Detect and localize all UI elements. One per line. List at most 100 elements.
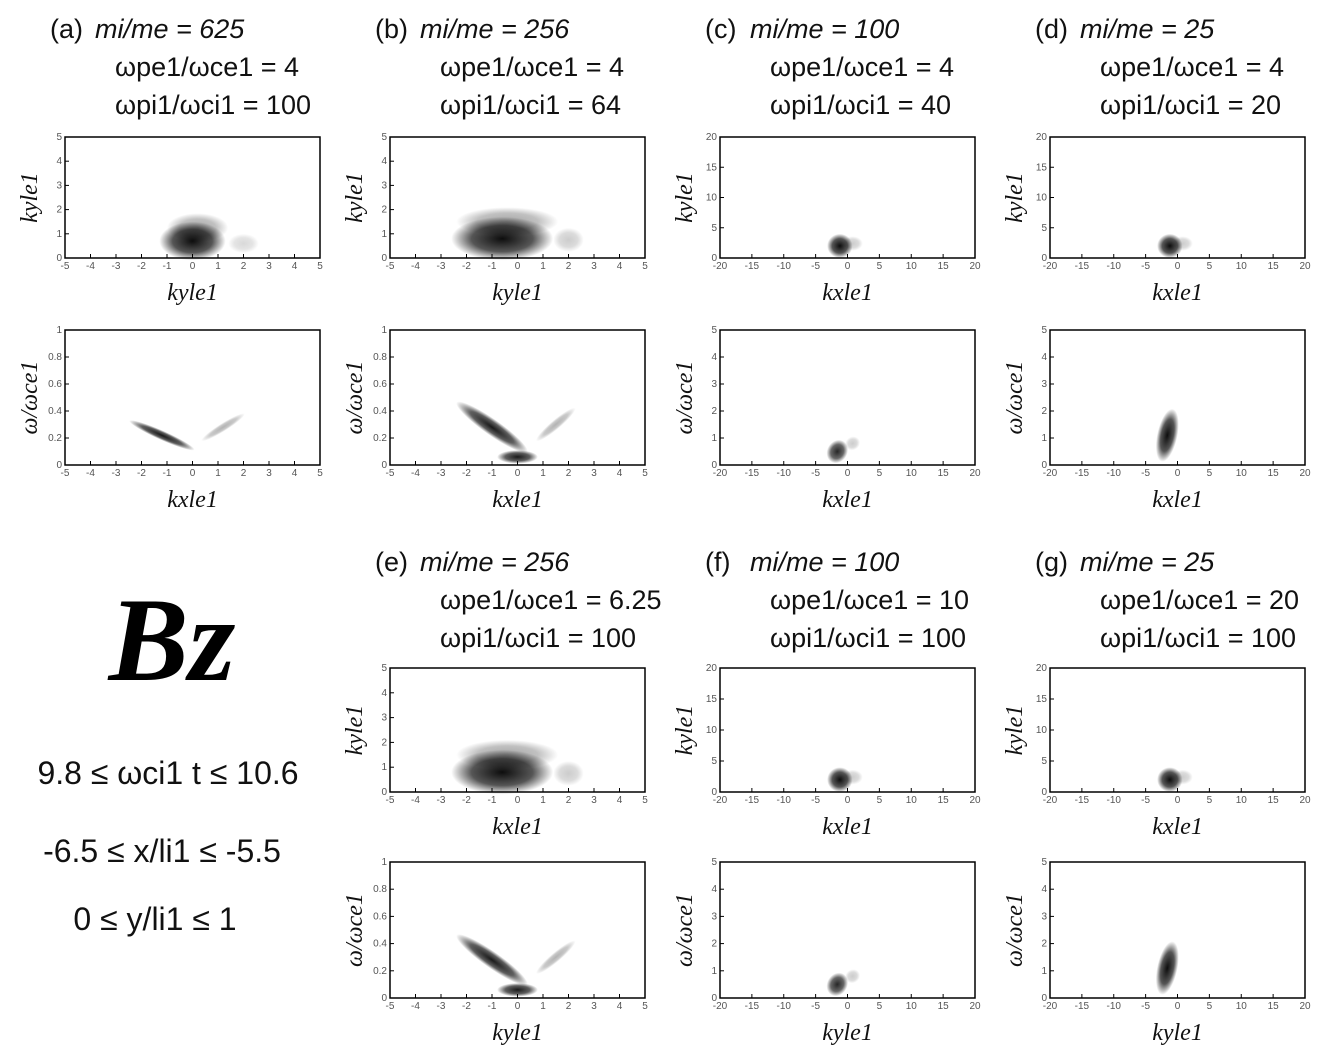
x-tick-label: 1 <box>540 1001 546 1012</box>
y-tick-label: 5 <box>1041 223 1047 234</box>
x-tick-label: 2 <box>241 468 247 479</box>
x-tick-label: -5 <box>1141 468 1150 479</box>
y-axis-label: ω/ωce1 <box>1002 361 1028 435</box>
x-tick-label: -5 <box>61 261 70 272</box>
x-tick-label: 4 <box>617 795 623 806</box>
x-tick-label: 3 <box>266 261 272 272</box>
y-tick-label: 15 <box>1036 162 1048 173</box>
intensity-blob <box>535 940 576 974</box>
y-axis-label: ω/ωce1 <box>342 361 368 435</box>
x-tick-label: -15 <box>745 1001 760 1012</box>
y-tick-label: 0 <box>381 460 387 471</box>
y-tick-label: 3 <box>711 911 717 922</box>
x-tick-label: -3 <box>112 468 121 479</box>
x-tick-label: 4 <box>617 261 623 272</box>
panel-parameter: ωpi1/ωci1 = 20 <box>1100 90 1281 120</box>
x-tick-label: 3 <box>266 468 272 479</box>
intensity-blob <box>535 407 576 442</box>
x-tick-label: 0 <box>1175 795 1181 806</box>
x-tick-label: 10 <box>906 795 918 806</box>
panel-parameter: mi/me = 100 <box>750 14 899 44</box>
x-axis-label: kxle1 <box>1152 487 1203 513</box>
y-tick-label: 10 <box>706 725 718 736</box>
y-tick-label: 0.2 <box>373 966 387 977</box>
intensity-blob <box>826 972 849 997</box>
x-tick-label: 2 <box>566 261 572 272</box>
y-tick-label: 0 <box>1041 787 1047 798</box>
x-tick-label: 3 <box>591 261 597 272</box>
x-tick-label: -5 <box>811 261 820 272</box>
x-tick-label: -15 <box>1075 795 1090 806</box>
x-tick-label: 0 <box>845 795 851 806</box>
x-tick-label: -5 <box>811 468 820 479</box>
x-axis-label: kxle1 <box>1152 280 1203 306</box>
y-axis-label: kyle1 <box>672 705 698 756</box>
y-tick-label: 5 <box>711 223 717 234</box>
x-tick-label: 10 <box>1236 261 1248 272</box>
y-tick-label: 4 <box>56 156 62 167</box>
intensity-blob <box>456 207 559 237</box>
y-axis-label: kyle1 <box>17 172 43 223</box>
x-tick-label: 5 <box>1207 1001 1213 1012</box>
x-axis-label: kxle1 <box>492 814 543 840</box>
y-tick-label: 2 <box>56 205 62 216</box>
y-tick-label: 5 <box>711 756 717 767</box>
intensity-blob <box>228 233 259 254</box>
panel-parameter: ωpe1/ωce1 = 4 <box>440 52 624 82</box>
intensity-blob <box>553 761 584 786</box>
y-tick-label: 0.4 <box>373 939 387 950</box>
y-tick-label: 0.4 <box>373 406 387 417</box>
x-tick-label: -3 <box>112 261 121 272</box>
y-axis-label: kyle1 <box>342 705 368 756</box>
x-axis-label: kyle1 <box>167 280 218 306</box>
x-tick-label: -20 <box>713 468 728 479</box>
panel-parameter: mi/me = 256 <box>420 14 570 44</box>
x-tick-label: 20 <box>1299 795 1311 806</box>
intensity-blob <box>1155 408 1179 462</box>
x-tick-label: 20 <box>969 795 981 806</box>
x-tick-label: 15 <box>938 1001 950 1012</box>
y-tick-label: 20 <box>1036 132 1048 143</box>
y-tick-label: 4 <box>711 352 717 363</box>
panel-label: (c) <box>705 14 736 44</box>
x-tick-label: -1 <box>488 1001 497 1012</box>
x-tick-label: -2 <box>137 468 146 479</box>
x-tick-label: -10 <box>777 468 792 479</box>
x-tick-label: 20 <box>1299 468 1311 479</box>
x-axis-label: kxle1 <box>822 280 873 306</box>
x-tick-label: 0 <box>1175 261 1181 272</box>
y-tick-label: 2 <box>711 406 717 417</box>
x-tick-label: 2 <box>566 468 572 479</box>
x-axis-label: kyle1 <box>492 280 543 306</box>
y-tick-label: 1 <box>56 229 62 240</box>
x-tick-label: 5 <box>1207 261 1213 272</box>
x-tick-label: 20 <box>969 261 981 272</box>
y-tick-label: 1 <box>711 433 717 444</box>
x-tick-label: 4 <box>617 1001 623 1012</box>
y-axis-label: kyle1 <box>1002 172 1028 223</box>
x-tick-label: -20 <box>713 795 728 806</box>
x-tick-label: 5 <box>1207 468 1213 479</box>
x-tick-label: 15 <box>1268 795 1280 806</box>
y-tick-label: 0 <box>1041 253 1047 264</box>
y-tick-label: 1 <box>1041 966 1047 977</box>
x-tick-label: -20 <box>1043 795 1058 806</box>
y-tick-label: 1 <box>711 966 717 977</box>
panel-label: (f) <box>705 547 730 577</box>
x-tick-label: -5 <box>1141 1001 1150 1012</box>
x-tick-label: 0 <box>1175 468 1181 479</box>
x-tick-label: 4 <box>292 261 298 272</box>
x-tick-label: 0 <box>515 795 521 806</box>
y-axis-label: ω/ωce1 <box>17 361 43 435</box>
panel-label: (b) <box>375 14 408 44</box>
x-tick-label: -4 <box>411 795 420 806</box>
plot-frame <box>1049 861 1306 999</box>
x-tick-label: 5 <box>877 261 883 272</box>
y-tick-label: 20 <box>1036 663 1048 674</box>
y-tick-label: 3 <box>56 180 62 191</box>
y-tick-label: 1 <box>56 325 62 336</box>
x-tick-label: 10 <box>1236 1001 1248 1012</box>
intensity-blob <box>1172 236 1193 251</box>
x-tick-label: -15 <box>1075 468 1090 479</box>
y-tick-label: 5 <box>381 132 387 143</box>
